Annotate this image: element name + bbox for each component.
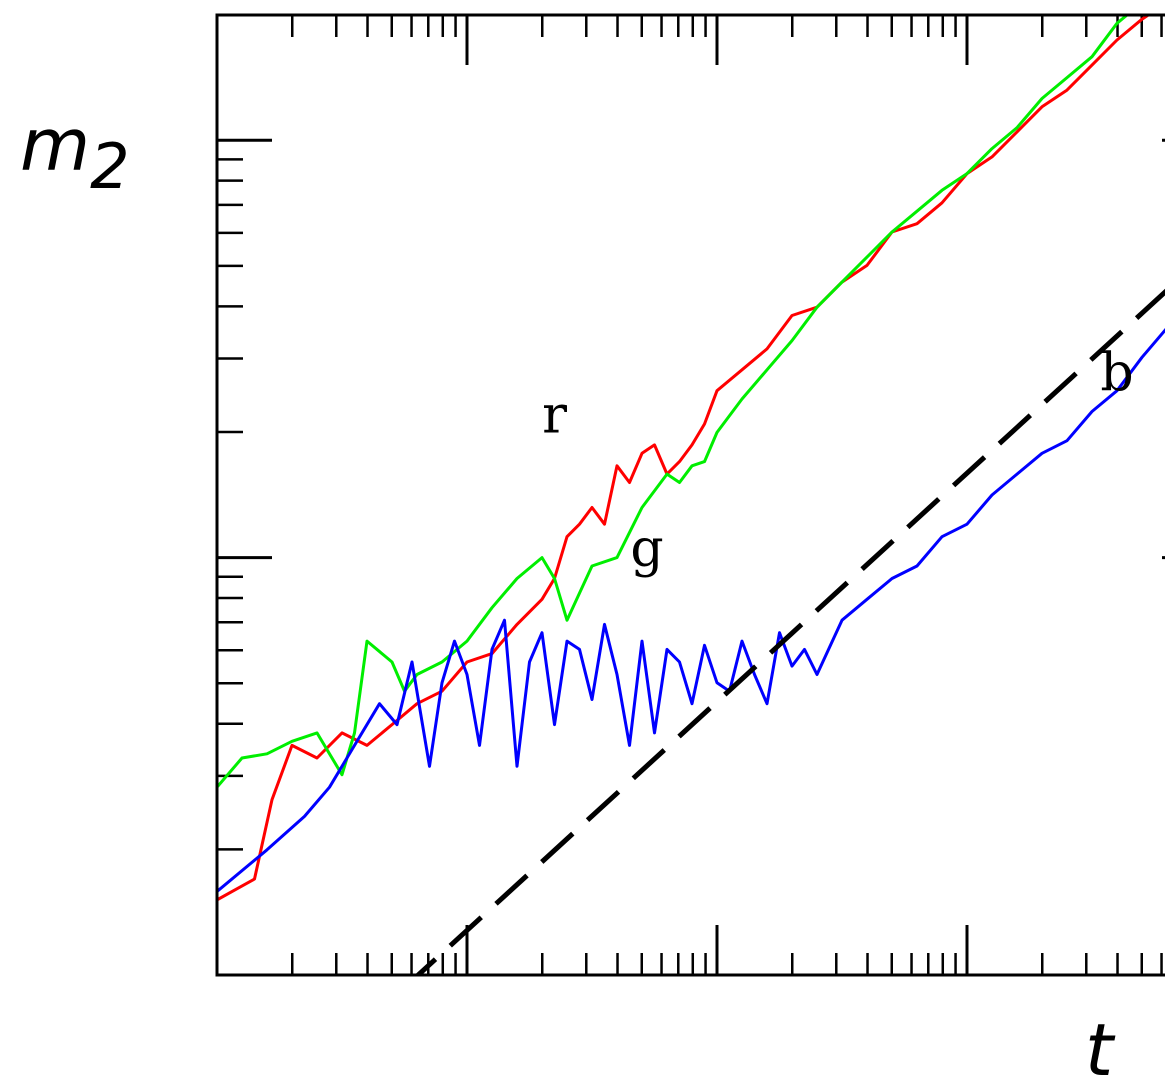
series-label-g: g <box>630 519 663 579</box>
series-label-b: b <box>1100 344 1133 404</box>
x-axis-title: t <box>1085 1008 1116 1085</box>
series-g-line <box>217 15 1130 789</box>
tick-marks <box>215 15 1165 977</box>
y-axis-title-subscript: 2 <box>90 130 129 203</box>
series-b-line <box>217 328 1165 893</box>
y-axis-title: m2 <box>20 103 130 203</box>
series-labels: r g b <box>542 344 1134 579</box>
series-layer <box>217 15 1165 975</box>
y-axis-title-base: m <box>20 103 90 187</box>
series-label-r: r <box>542 385 567 445</box>
series-r-line <box>217 15 1151 902</box>
dashed-fit-line <box>414 288 1165 975</box>
plot-frame <box>215 13 1165 977</box>
